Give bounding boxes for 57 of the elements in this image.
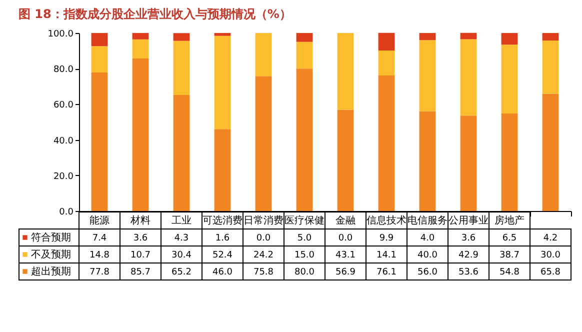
data-label: 10.7 xyxy=(130,250,151,260)
data-label: 14.8 xyxy=(89,250,110,260)
data-label: 40.0 xyxy=(417,250,438,260)
data-label: 0.0 xyxy=(338,234,353,244)
data-label: 5.0 xyxy=(297,234,312,244)
data-label: 6.5 xyxy=(502,234,517,244)
data-label: 76.1 xyxy=(376,268,397,278)
y-tick-label: 80.0 xyxy=(53,65,74,76)
x-tick-label: 能源 xyxy=(90,214,110,226)
data-label: 56.0 xyxy=(417,268,438,278)
data-label: 9.9 xyxy=(379,234,394,244)
data-label: 3.6 xyxy=(133,234,148,244)
data-label: 43.1 xyxy=(335,250,356,260)
chart-title: 图 18：指数成分股企业营业收入与预期情况（%） xyxy=(18,7,292,21)
legend-label: 超出预期 xyxy=(31,266,71,278)
data-label: 0.0 xyxy=(256,234,271,244)
legend-label: 符合预期 xyxy=(31,232,71,244)
legend-label: 不及预期 xyxy=(31,248,71,260)
data-label: 3.6 xyxy=(461,234,476,244)
y-tick-label: 0.0 xyxy=(59,208,74,218)
data-label: 75.8 xyxy=(253,268,274,278)
data-label: 65.2 xyxy=(171,268,192,278)
x-tick-label: 金融 xyxy=(336,214,356,226)
x-tick-label: 工业 xyxy=(172,214,192,226)
data-label: 38.7 xyxy=(499,250,520,260)
y-tick-label: 100.0 xyxy=(48,30,74,40)
data-label: 56.9 xyxy=(335,268,356,278)
data-label: 15.0 xyxy=(294,250,315,260)
data-label: 65.8 xyxy=(540,268,561,278)
y-tick-label: 20.0 xyxy=(53,172,74,182)
data-label: 80.0 xyxy=(294,268,315,278)
data-label: 4.0 xyxy=(420,234,435,244)
data-label: 46.0 xyxy=(212,268,233,278)
x-tick-label: 房地产 xyxy=(494,214,524,226)
data-label: 1.6 xyxy=(215,234,230,244)
data-label: 42.9 xyxy=(458,250,479,260)
data-label: 4.3 xyxy=(174,234,189,244)
data-label: 30.0 xyxy=(540,250,561,260)
data-label: 30.4 xyxy=(171,250,192,260)
data-label: 24.2 xyxy=(253,250,274,260)
x-tick-label: 信息技术 xyxy=(366,214,406,226)
x-tick-label: 材料 xyxy=(130,214,150,226)
y-tick-label: 40.0 xyxy=(53,136,74,146)
x-tick-label: 日常消费 xyxy=(244,214,284,226)
y-tick-label: 60.0 xyxy=(53,100,74,111)
data-label: 53.6 xyxy=(458,268,479,278)
data-label: 85.7 xyxy=(130,268,151,278)
data-label: 7.4 xyxy=(92,234,107,244)
x-tick-label: 公用事业 xyxy=(448,214,488,226)
data-label: 4.2 xyxy=(543,234,558,244)
data-label: 52.4 xyxy=(212,250,233,260)
x-tick-label: 可选消费 xyxy=(202,214,242,226)
x-tick-label: 医疗保健 xyxy=(284,214,324,226)
data-label: 77.8 xyxy=(89,268,110,278)
data-label: 54.8 xyxy=(499,268,520,278)
data-label: 14.1 xyxy=(376,250,397,260)
x-tick-label: 电信服务 xyxy=(408,214,448,226)
